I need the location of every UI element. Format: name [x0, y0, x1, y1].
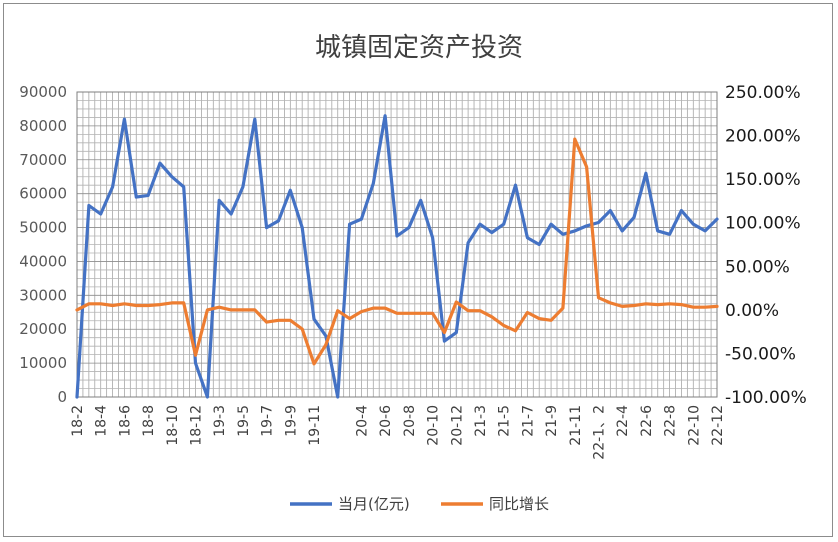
right-tick-label: -100.00%: [725, 388, 807, 408]
x-tick-label: 20-12: [449, 405, 465, 446]
x-tick-label: 18-2: [70, 405, 86, 437]
x-tick-label: 20-6: [378, 405, 394, 437]
left-tick-label: 90000: [19, 83, 67, 101]
x-tick-label: 19-9: [283, 405, 299, 437]
gridlines: [76, 91, 718, 398]
x-tick-label: 21-3: [473, 405, 489, 437]
x-tick-label: 21-9: [544, 405, 560, 437]
right-tick-label: 250.00%: [725, 83, 801, 103]
x-tick-label: 22-10: [686, 405, 702, 446]
left-tick-label: 40000: [19, 252, 67, 270]
legend-label-yoy: 同比增长: [489, 495, 549, 513]
x-tick-label: 21-11: [568, 405, 584, 446]
line-chart: 城镇固定资产投资 0 10000 20000 30000 40000 50000 60000…: [19, 33, 807, 513]
x-tick-label: 18-12: [189, 405, 205, 446]
x-tick-label: 19-5: [236, 405, 252, 437]
legend-label-monthly: 当月(亿元): [338, 495, 410, 513]
x-tick-label: 19-3: [212, 405, 228, 437]
left-tick-label: 0: [57, 388, 67, 406]
x-tick-label: 18-10: [165, 405, 181, 446]
right-tick-label: 200.00%: [725, 127, 801, 147]
x-tick-label: 20-8: [402, 405, 418, 437]
x-tick-label: 19-11: [307, 405, 323, 446]
right-tick-label: 150.00%: [725, 170, 801, 190]
series-line-monthly: [75, 114, 719, 399]
right-tick-label: 50.00%: [725, 257, 790, 277]
right-tick-label: 100.00%: [725, 214, 801, 234]
left-tick-label: 70000: [19, 151, 67, 169]
x-tick-label: 22-12: [710, 405, 726, 446]
x-tick-label: 22-1、2: [591, 405, 607, 460]
x-tick-label: 21-5: [497, 405, 513, 437]
x-axis-ticks: 18-2 18-4 18-6 18-8 18-10 18-12 19-3 19-5 19-7 19…: [70, 405, 726, 460]
right-tick-label: -50.00%: [725, 344, 796, 364]
x-tick-label: 18-6: [117, 405, 133, 437]
x-tick-label: 19-7: [260, 405, 276, 437]
series-line-yoy: [75, 137, 719, 366]
left-tick-label: 80000: [19, 117, 67, 135]
left-tick-label: 60000: [19, 185, 67, 203]
x-tick-label: 18-4: [94, 405, 110, 437]
x-tick-label: 18-8: [141, 405, 157, 437]
left-tick-label: 50000: [19, 219, 67, 237]
chart-frame: 城镇固定资产投资 0 10000 20000 30000 40000 50000 60000…: [3, 3, 833, 537]
left-tick-label: 20000: [19, 320, 67, 338]
x-tick-label: 21-7: [520, 405, 536, 437]
left-axis-ticks: 0 10000 20000 30000 40000 50000 60000 70000 8000…: [19, 83, 67, 406]
plot-area-border: [76, 91, 718, 398]
x-tick-label: 20-4: [354, 405, 370, 437]
x-tick-label: 22-8: [663, 405, 679, 437]
right-tick-label: 0.00%: [725, 301, 779, 321]
left-tick-label: 10000: [19, 354, 67, 372]
right-axis-ticks: -100.00% -50.00% 0.00% 50.00% 100.00% 150.00%…: [725, 83, 807, 408]
chart-title: 城镇固定资产投资: [315, 33, 523, 63]
x-tick-label: 22-6: [639, 405, 655, 437]
left-tick-label: 30000: [19, 286, 67, 304]
series-lines: [75, 114, 719, 399]
legend: 当月(亿元) 同比增长: [290, 495, 549, 513]
x-tick-label: 22-4: [615, 405, 631, 437]
x-tick-label: 20-10: [426, 405, 442, 446]
